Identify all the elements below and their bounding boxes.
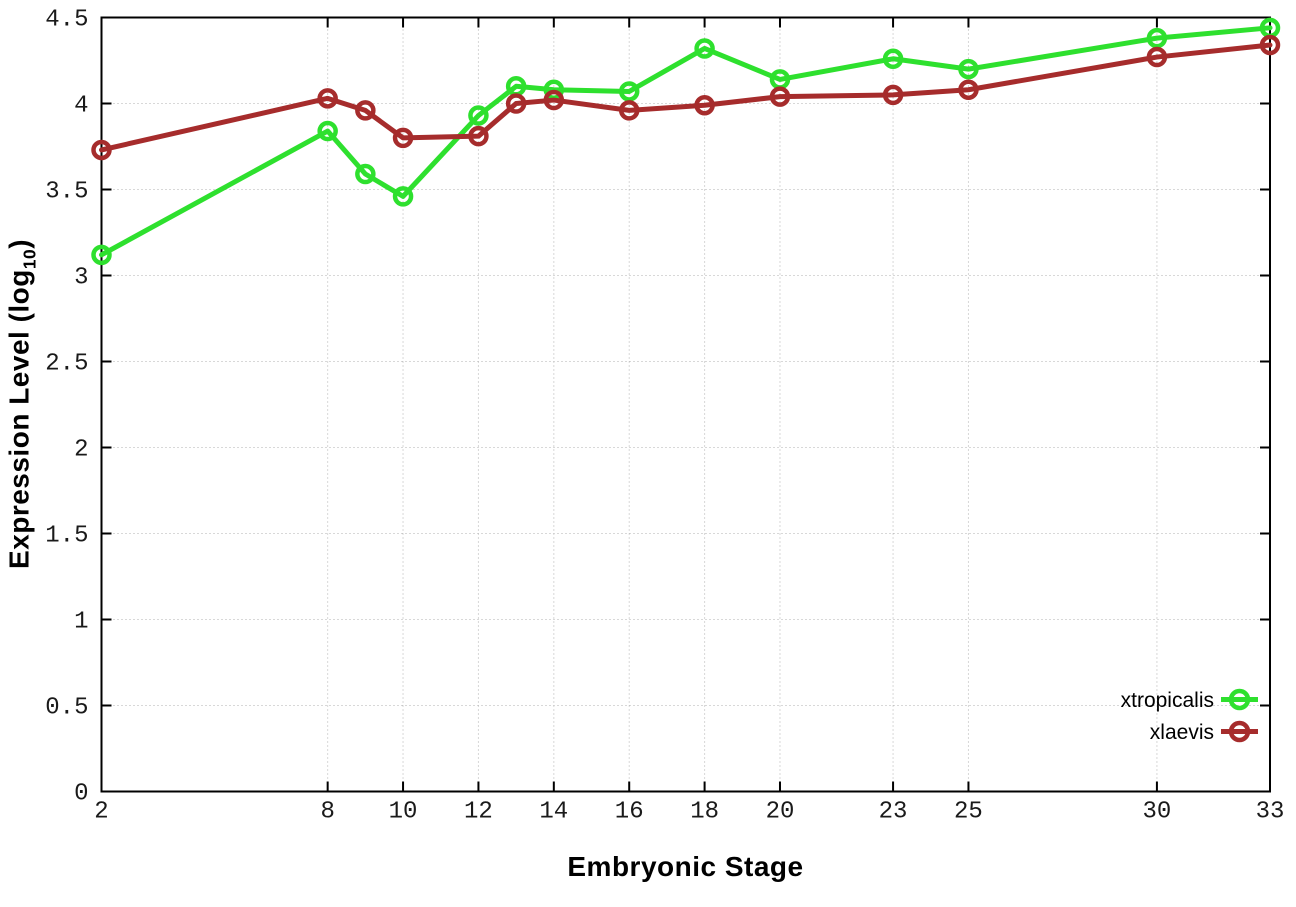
y-axis-title-text: Expression Level (log	[3, 269, 35, 570]
legend-label-xlaevis: xlaevis	[1150, 721, 1214, 744]
y-tick-label: 1	[74, 609, 88, 636]
x-tick-label: 18	[690, 799, 719, 826]
y-tick-label: 3.5	[45, 179, 88, 206]
x-tick-label: 16	[615, 799, 644, 826]
y-tick-label: 2	[74, 437, 88, 464]
data-point-xlaevis	[769, 86, 791, 107]
y-tick-label: 3	[74, 265, 88, 292]
x-tick-label: 20	[766, 799, 795, 826]
x-tick-label: 33	[1256, 799, 1285, 826]
plot-border	[100, 16, 1271, 793]
x-tick-label: 25	[954, 799, 983, 826]
data-point-xlaevis	[1259, 34, 1281, 56]
data-point-xlaevis	[882, 84, 904, 106]
y-tick-label: 4	[74, 93, 88, 120]
data-point-xlaevis	[468, 125, 489, 147]
data-point-xlaevis	[91, 139, 112, 161]
data-point-xlaevis	[355, 100, 376, 121]
data-point-xtropicalis	[958, 58, 979, 80]
data-point-xtropicalis	[392, 186, 414, 207]
y-tick-label: 1.5	[45, 523, 88, 550]
y-axis-title-close: )	[3, 238, 35, 249]
data-point-xlaevis	[317, 88, 338, 109]
data-point-xtropicalis	[355, 163, 376, 185]
x-tick-label: 2	[94, 799, 108, 826]
data-point-xlaevis	[543, 89, 565, 111]
y-tick-label: 4.5	[45, 7, 88, 34]
y-axis-title-subscript: 10	[19, 248, 40, 270]
data-point-xtropicalis	[468, 105, 489, 126]
y-axis-title: Expression Level (log10)	[4, 239, 41, 569]
data-point-xtropicalis	[618, 81, 640, 102]
data-point-xlaevis	[1146, 46, 1168, 68]
data-point-xtropicalis	[91, 244, 112, 266]
x-tick-label: 23	[879, 799, 908, 826]
series-line-xtropicalis	[99, 25, 1273, 258]
data-point-xtropicalis	[1146, 27, 1168, 49]
x-axis-title: Embryonic Stage	[567, 851, 804, 882]
data-point-xtropicalis	[694, 38, 715, 59]
x-tick-label: 10	[389, 799, 418, 826]
data-point-xlaevis	[505, 93, 527, 114]
data-point-xtropicalis	[882, 48, 904, 70]
legend-marker-circle-xlaevis	[1228, 720, 1251, 743]
data-point-xlaevis	[694, 94, 715, 116]
legend-marker-circle-xtropicalis	[1228, 688, 1251, 711]
data-point-xtropicalis	[317, 120, 338, 142]
data-point-xlaevis	[392, 127, 414, 149]
x-tick-label: 12	[464, 799, 493, 826]
legend-label-xtropicalis: xtropicalis	[1121, 689, 1214, 712]
data-point-xlaevis	[958, 79, 979, 100]
y-tick-label: 0	[74, 781, 88, 808]
x-tick-label: 8	[320, 799, 334, 826]
data-point-xlaevis	[618, 100, 640, 121]
x-tick-label: 14	[539, 799, 568, 826]
x-tick-label: 30	[1143, 799, 1172, 826]
y-tick-label: 2.5	[45, 351, 88, 378]
y-tick-label: 0.5	[45, 695, 88, 722]
